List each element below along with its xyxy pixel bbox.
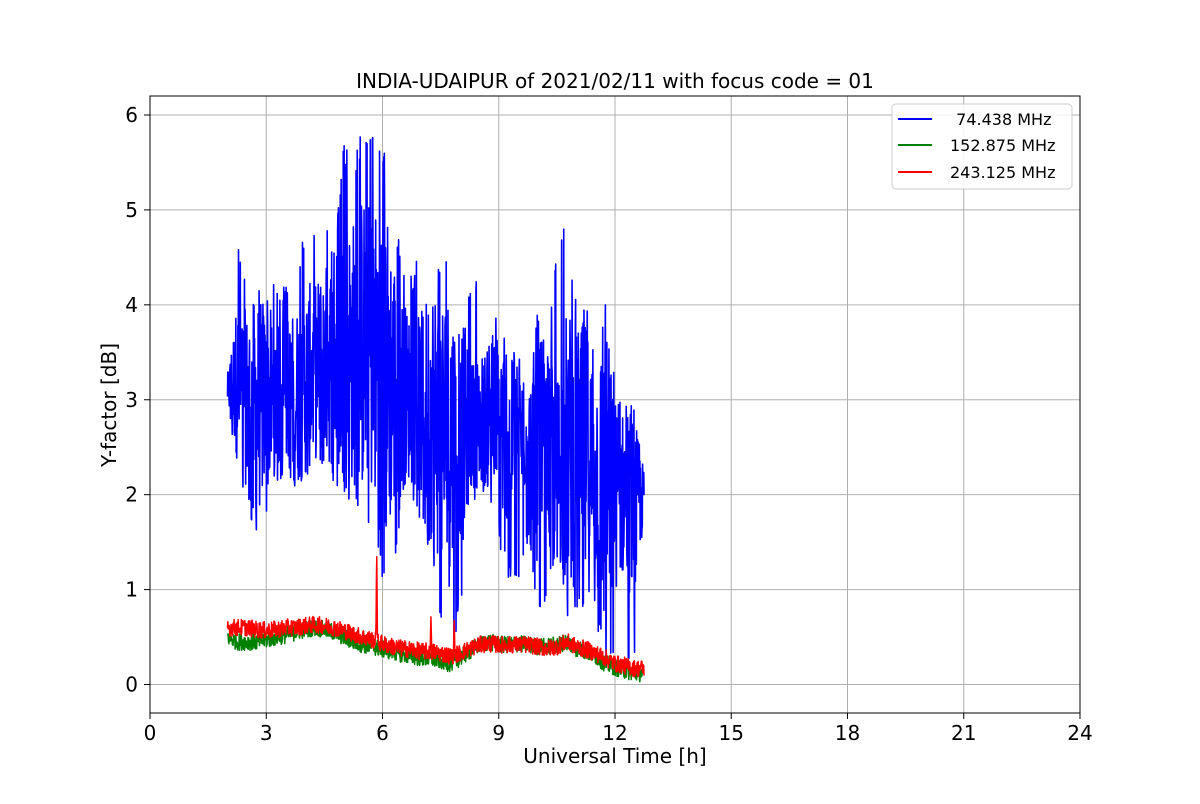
series-243mhz-line [226,555,645,678]
chart-title: INDIA-UDAIPUR of 2021/02/11 with focus c… [356,69,874,93]
series-layer [226,136,645,683]
y-axis-label: Y-factor [dB] [97,343,121,468]
legend-label-74mhz: 74.438 MHz [946,110,1051,129]
legend-box [891,103,1073,190]
x-tick-label: 0 [144,721,157,745]
x-tick-label: 24 [1067,721,1092,745]
x-tick-label: 21 [951,721,976,745]
x-tick-label: 18 [835,721,860,745]
legend: 74.438 MHz 152.875 MHz 243.125 MHz [891,103,1073,190]
y-tick-label: 5 [125,198,138,222]
x-tick-label: 6 [376,721,389,745]
series-74mhz-line [226,136,645,661]
x-axis-label: Universal Time [h] [523,744,706,768]
legend-label-243mhz: 243.125 MHz [950,163,1055,182]
y-tick-label: 0 [125,673,138,697]
y-tick-label: 4 [125,293,138,317]
x-tick-label: 15 [719,721,744,745]
y-tick-label: 2 [125,483,138,507]
x-tick-label: 9 [492,721,505,745]
y-tick-label: 1 [125,578,138,602]
y-tick-label: 3 [125,388,138,412]
x-tick-label: 3 [260,721,273,745]
legend-label-152mhz: 152.875 MHz [950,136,1055,155]
x-tick-label: 12 [602,721,627,745]
y-tick-label: 6 [125,103,138,127]
